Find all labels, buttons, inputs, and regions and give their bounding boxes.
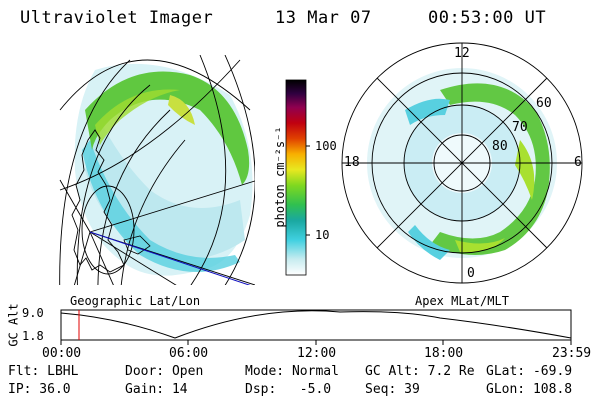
x-tick-0600: 06:00 bbox=[169, 346, 209, 361]
mlt-label-18: 18 bbox=[344, 155, 360, 170]
status-door: Door: Open bbox=[125, 364, 204, 379]
status-glat: GLat: -69.9 bbox=[486, 364, 573, 379]
date-label: 13 Mar 07 bbox=[275, 8, 372, 28]
status-gc-alt: GC Alt: 7.2 Re bbox=[365, 364, 475, 379]
x-tick-2359: 23:59 bbox=[552, 346, 592, 361]
mlat-label-80: 80 bbox=[492, 139, 508, 154]
polar-map-panel bbox=[341, 42, 583, 284]
mlat-label-60: 60 bbox=[536, 96, 552, 111]
status-seq: Seq: 39 bbox=[365, 382, 420, 397]
status-dsp: Dsp: -5.0 bbox=[245, 382, 332, 397]
status-mode: Mode: Normal bbox=[245, 364, 339, 379]
geo-panel-caption: Geographic Lat/Lon bbox=[70, 294, 201, 308]
mlt-label-12: 12 bbox=[454, 46, 470, 61]
geographic-map-panel bbox=[59, 55, 255, 285]
polar-grid bbox=[341, 42, 583, 284]
polar-auroral-oval bbox=[430, 83, 550, 255]
mlt-label-6: 6 bbox=[574, 155, 582, 170]
x-tick-1200: 12:00 bbox=[297, 346, 337, 361]
status-glon: GLon: 108.8 bbox=[486, 382, 573, 397]
status-ip: IP: 36.0 bbox=[8, 382, 71, 397]
coastline bbox=[71, 129, 125, 273]
x-tick-0000: 00:00 bbox=[42, 346, 82, 361]
polar-panel-caption: Apex MLat/MLT bbox=[415, 294, 509, 308]
cyan-emission bbox=[82, 140, 240, 272]
instrument-title: Ultraviolet Imager bbox=[20, 8, 214, 28]
status-gain: Gain: 14 bbox=[125, 382, 188, 397]
status-filter: Flt: LBHL bbox=[8, 364, 79, 379]
altitude-timeline bbox=[60, 309, 572, 345]
altitude-curve bbox=[60, 310, 572, 339]
terminator-line bbox=[89, 231, 251, 285]
geo-grid bbox=[59, 55, 255, 285]
colorbar-unit-label: photon cm⁻²s⁻¹ bbox=[273, 126, 287, 228]
colorbar-label-10: 10 bbox=[315, 228, 330, 242]
timeline-ymax: 9.0 bbox=[22, 306, 44, 320]
timeline-ylabel: GC Alt bbox=[6, 303, 21, 347]
time-label: 00:53:00 UT bbox=[428, 8, 547, 28]
mlat-label-70: 70 bbox=[512, 120, 528, 135]
colorbar-label-100: 100 bbox=[315, 139, 337, 153]
colorbar bbox=[285, 79, 307, 276]
x-tick-1800: 18:00 bbox=[424, 346, 464, 361]
auroral-bright-spot bbox=[168, 95, 195, 125]
mlt-label-0: 0 bbox=[467, 266, 475, 281]
timeline-ymin: 1.8 bbox=[22, 329, 44, 343]
